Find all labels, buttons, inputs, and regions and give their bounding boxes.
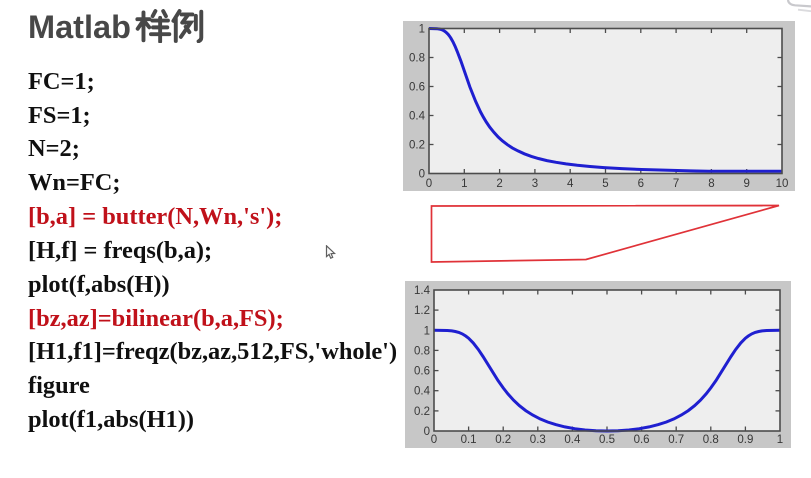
svg-text:0.2: 0.2: [495, 434, 511, 446]
svg-text:1.4: 1.4: [414, 285, 431, 297]
svg-text:1: 1: [419, 24, 425, 36]
svg-text:0: 0: [426, 178, 432, 190]
svg-text:0.9: 0.9: [737, 434, 753, 446]
svg-text:0.6: 0.6: [634, 434, 650, 446]
svg-text:0.2: 0.2: [414, 406, 430, 418]
svg-text:9: 9: [743, 178, 749, 190]
svg-text:0: 0: [419, 169, 425, 181]
svg-text:2: 2: [496, 178, 502, 190]
svg-text:3: 3: [532, 178, 538, 190]
svg-text:1.2: 1.2: [414, 305, 430, 317]
svg-text:0.7: 0.7: [668, 434, 684, 446]
svg-text:0.8: 0.8: [409, 53, 425, 65]
svg-text:5: 5: [602, 178, 608, 190]
svg-text:7: 7: [673, 178, 679, 190]
svg-text:4: 4: [567, 178, 574, 190]
svg-text:0.8: 0.8: [414, 345, 430, 357]
svg-text:0.6: 0.6: [409, 82, 425, 94]
svg-text:0.8: 0.8: [703, 434, 719, 446]
svg-text:0.1: 0.1: [461, 434, 477, 446]
svg-text:1: 1: [461, 178, 467, 190]
svg-text:0.3: 0.3: [530, 434, 546, 446]
svg-text:6: 6: [638, 178, 644, 190]
svg-text:0.2: 0.2: [409, 140, 425, 152]
svg-text:0.4: 0.4: [564, 434, 581, 446]
svg-text:0.5: 0.5: [599, 434, 615, 446]
svg-text:0: 0: [431, 434, 437, 446]
svg-text:1: 1: [777, 434, 783, 446]
svg-text:0.4: 0.4: [409, 111, 426, 123]
svg-text:0: 0: [424, 426, 430, 438]
svg-text:0.6: 0.6: [414, 366, 430, 378]
svg-text:8: 8: [708, 178, 714, 190]
svg-text:1: 1: [424, 325, 430, 337]
svg-text:10: 10: [776, 178, 789, 190]
svg-text:0.4: 0.4: [414, 386, 431, 398]
